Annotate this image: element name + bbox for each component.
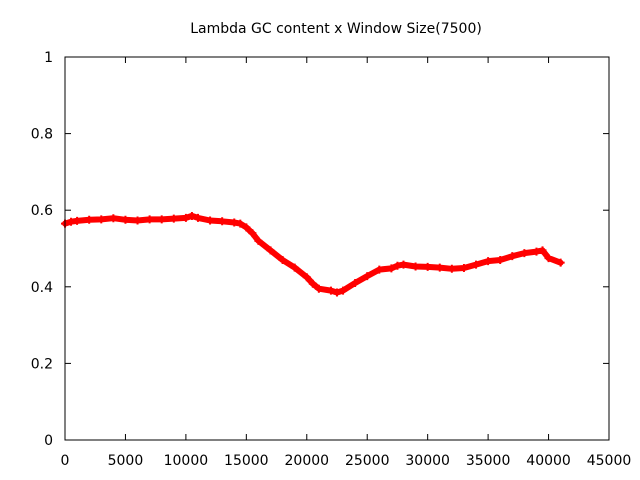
data-point xyxy=(157,215,166,224)
data-point xyxy=(121,215,130,224)
x-tick-label: 35000 xyxy=(466,453,511,469)
data-point xyxy=(399,260,408,269)
y-tick-label: 0 xyxy=(44,433,53,449)
data-point xyxy=(193,213,202,222)
data-point xyxy=(278,255,287,264)
data-point xyxy=(302,273,311,282)
data-point xyxy=(375,265,384,274)
data-point xyxy=(339,286,348,295)
data-point xyxy=(544,254,553,263)
y-axis: 0 0.2 0.4 0.6 0.8 1 xyxy=(31,50,609,449)
data-point xyxy=(435,263,444,272)
data-point xyxy=(363,272,372,281)
data-point xyxy=(187,211,196,220)
data-point xyxy=(459,264,468,273)
data-point xyxy=(133,216,142,225)
data-point xyxy=(290,263,299,272)
y-tick-label: 0.6 xyxy=(31,203,53,219)
y-tick-label: 0.4 xyxy=(31,280,53,296)
x-tick-label: 15000 xyxy=(224,453,269,469)
data-point xyxy=(206,216,215,225)
data-point xyxy=(254,236,263,245)
data-point xyxy=(333,288,341,297)
data-point xyxy=(314,284,323,293)
data-point xyxy=(109,214,118,223)
data-point xyxy=(169,214,178,223)
data-point xyxy=(145,215,154,224)
data-point xyxy=(308,279,317,288)
data-point xyxy=(484,257,493,266)
data-point xyxy=(85,215,94,224)
data-point xyxy=(248,229,257,238)
data-point xyxy=(423,262,432,271)
data-point xyxy=(97,215,106,224)
data-point xyxy=(236,219,245,228)
data-point xyxy=(411,262,420,271)
x-tick-label: 10000 xyxy=(164,453,209,469)
x-tick-label: 5000 xyxy=(108,453,144,469)
data-point xyxy=(472,260,481,269)
data-point xyxy=(393,261,402,270)
data-point xyxy=(218,217,227,226)
x-tick-label: 25000 xyxy=(345,453,390,469)
data-point xyxy=(496,255,505,264)
data-point xyxy=(520,249,529,258)
data-point xyxy=(230,218,239,227)
data-point xyxy=(538,246,547,255)
y-tick-label: 0.2 xyxy=(31,356,53,372)
series-layer xyxy=(61,211,565,297)
y-tick-label: 0.8 xyxy=(31,127,53,143)
x-tick-label: 45000 xyxy=(587,453,632,469)
data-point xyxy=(532,247,541,256)
data-point xyxy=(326,286,335,295)
data-point xyxy=(73,216,82,225)
data-point xyxy=(508,252,517,261)
data-point xyxy=(181,213,190,222)
y-tick-label: 1 xyxy=(44,50,53,66)
x-axis: 0 5000 10000 15000 20000 25000 30000 35000 40000… xyxy=(61,57,632,469)
data-point xyxy=(266,246,275,255)
data-point xyxy=(242,223,251,232)
x-tick-label: 20000 xyxy=(285,453,330,469)
chart-title: Lambda GC content x Window Size(7500) xyxy=(190,21,482,37)
data-point xyxy=(351,278,360,287)
data-point xyxy=(387,264,396,273)
x-tick-label: 0 xyxy=(61,453,70,469)
plot-frame xyxy=(64,56,610,441)
data-point xyxy=(556,258,565,267)
data-point xyxy=(447,264,456,273)
x-tick-label: 30000 xyxy=(405,453,450,469)
x-tick-label: 40000 xyxy=(526,453,571,469)
